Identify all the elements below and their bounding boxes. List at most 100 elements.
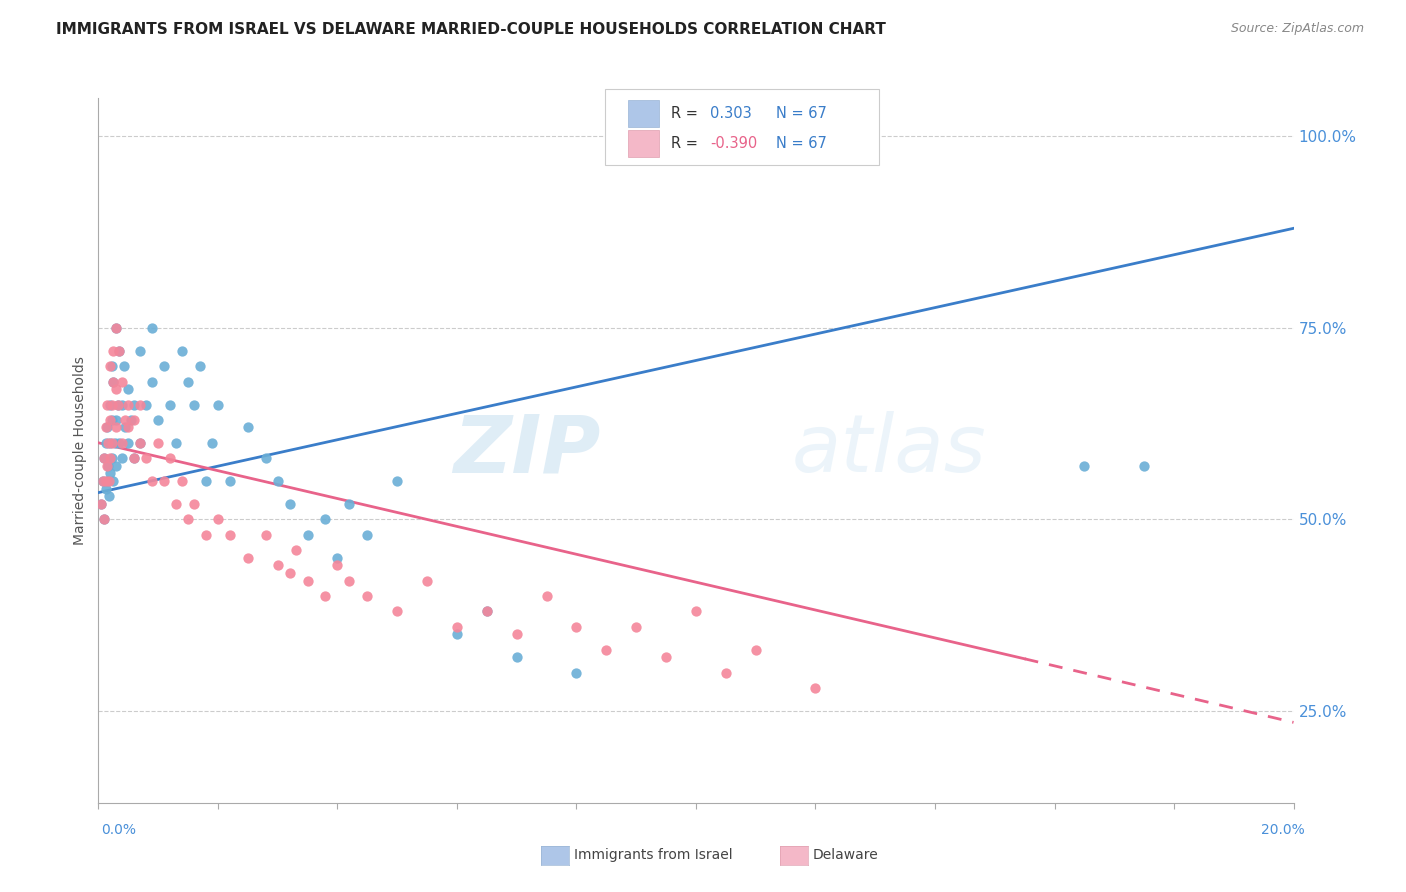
Text: N = 67: N = 67 xyxy=(776,136,827,152)
Point xyxy=(105,413,128,427)
Point xyxy=(111,397,134,411)
Point xyxy=(100,413,122,427)
Point xyxy=(112,359,135,374)
Point xyxy=(565,665,588,680)
Point xyxy=(96,435,118,450)
Point xyxy=(565,620,588,634)
Point xyxy=(804,681,827,695)
Point xyxy=(195,527,218,541)
Point xyxy=(201,435,224,450)
Point xyxy=(339,497,360,511)
Point xyxy=(326,558,349,573)
Point xyxy=(685,604,707,618)
Point xyxy=(297,527,319,541)
Point xyxy=(356,589,378,603)
Point xyxy=(111,451,134,466)
Point xyxy=(339,574,360,588)
Text: atlas: atlas xyxy=(792,411,987,490)
Point xyxy=(655,650,678,665)
Point xyxy=(100,397,122,411)
Point xyxy=(141,375,163,389)
Point xyxy=(93,512,115,526)
Text: 20.0%: 20.0% xyxy=(1261,823,1305,837)
Point xyxy=(108,343,131,358)
Point xyxy=(148,413,170,427)
Y-axis label: Married-couple Households: Married-couple Households xyxy=(73,356,87,545)
Point xyxy=(90,497,112,511)
Point xyxy=(315,512,337,526)
Text: 0.303: 0.303 xyxy=(710,106,752,121)
Point xyxy=(103,375,125,389)
Point xyxy=(745,642,768,657)
Point xyxy=(219,474,242,488)
Point xyxy=(105,458,128,473)
Point xyxy=(1073,458,1095,473)
Point xyxy=(103,343,125,358)
Point xyxy=(326,550,349,565)
Point xyxy=(98,490,121,504)
Point xyxy=(506,650,529,665)
Point xyxy=(103,474,125,488)
Point xyxy=(267,558,290,573)
Point xyxy=(153,359,176,374)
Point xyxy=(107,397,129,411)
Point xyxy=(385,604,409,618)
Point xyxy=(90,497,112,511)
Point xyxy=(284,543,307,558)
Point xyxy=(177,512,200,526)
Point xyxy=(165,497,187,511)
Point xyxy=(100,413,122,427)
Point xyxy=(103,435,125,450)
Point xyxy=(124,451,146,466)
Point xyxy=(96,458,118,473)
Point xyxy=(97,458,120,473)
Text: ZIP: ZIP xyxy=(453,411,600,490)
Point xyxy=(100,451,122,466)
Text: IMMIGRANTS FROM ISRAEL VS DELAWARE MARRIED-COUPLE HOUSEHOLDS CORRELATION CHART: IMMIGRANTS FROM ISRAEL VS DELAWARE MARRI… xyxy=(56,22,886,37)
Point xyxy=(714,665,737,680)
Point xyxy=(207,512,229,526)
Point xyxy=(96,420,118,434)
Point xyxy=(117,397,139,411)
Point xyxy=(236,550,259,565)
Point xyxy=(356,527,378,541)
Point xyxy=(172,343,194,358)
Point xyxy=(103,375,125,389)
Point xyxy=(93,512,115,526)
Point xyxy=(297,574,319,588)
Point xyxy=(315,589,337,603)
Point xyxy=(416,574,439,588)
Point xyxy=(100,451,122,466)
Point xyxy=(120,413,142,427)
Point xyxy=(141,474,163,488)
Point xyxy=(278,566,301,580)
Point xyxy=(506,627,529,641)
Point xyxy=(236,420,259,434)
Point xyxy=(183,397,205,411)
Point xyxy=(105,321,128,335)
Point xyxy=(100,467,122,481)
Point xyxy=(475,604,498,618)
Point xyxy=(97,435,120,450)
Point xyxy=(124,451,146,466)
Point xyxy=(254,527,277,541)
Point xyxy=(135,451,157,466)
Point xyxy=(96,420,118,434)
Text: R =: R = xyxy=(671,106,702,121)
Point xyxy=(124,397,146,411)
Point xyxy=(105,321,128,335)
Point xyxy=(107,397,129,411)
Text: Source: ZipAtlas.com: Source: ZipAtlas.com xyxy=(1230,22,1364,36)
Point xyxy=(100,435,122,450)
Point xyxy=(101,359,124,374)
Point xyxy=(111,435,134,450)
Point xyxy=(219,527,242,541)
Point xyxy=(96,474,118,488)
Point xyxy=(177,375,200,389)
Point xyxy=(536,589,558,603)
Text: Immigrants from Israel: Immigrants from Israel xyxy=(574,848,733,863)
Point xyxy=(183,497,205,511)
Point xyxy=(94,482,117,496)
Point xyxy=(172,474,194,488)
Point xyxy=(100,435,122,450)
